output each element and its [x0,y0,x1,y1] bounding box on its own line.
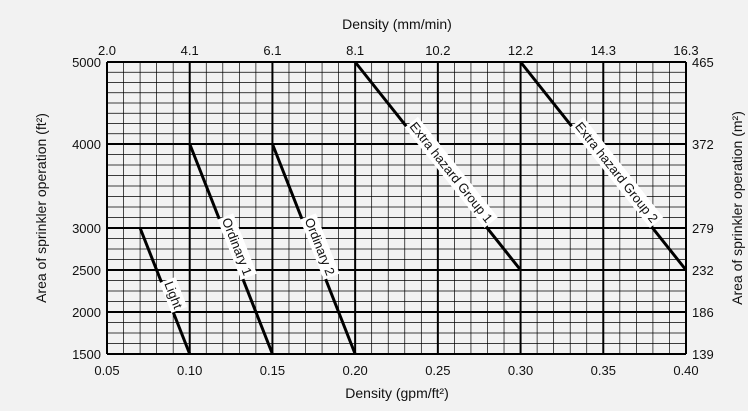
bottom-x-tick-label: 0.35 [591,363,616,378]
top-x-tick-label: 6.1 [263,43,281,58]
right-y-axis-title: Area of sprinkler operation (m²) [729,111,745,305]
bottom-x-tick-label: 0.10 [177,363,202,378]
left-y-tick-labels: 1500 2000 2500 3000 4000 5000 [72,55,101,362]
left-y-tick-label: 4000 [72,137,101,152]
bottom-x-axis-title: Density (gpm/ft²) [345,385,448,401]
top-x-tick-label: 10.2 [425,43,450,58]
bottom-x-tick-labels: 0.05 0.10 0.15 0.20 0.25 0.30 0.35 0.40 [94,363,698,378]
left-y-tick-label: 2000 [72,305,101,320]
bottom-x-tick-label: 0.25 [425,363,450,378]
left-y-tick-label: 1500 [72,347,101,362]
top-x-tick-labels: 2.0 4.1 6.1 8.1 10.2 12.2 14.3 16.3 [98,43,699,58]
top-x-tick-label: 4.1 [181,43,199,58]
bottom-x-tick-label: 0.20 [342,363,367,378]
top-x-tick-label: 16.3 [673,43,698,58]
right-y-tick-label: 372 [692,137,714,152]
left-y-tick-label: 2500 [72,263,101,278]
right-y-tick-labels: 139 186 232 279 372 465 [692,55,714,362]
top-x-tick-label: 12.2 [508,43,533,58]
top-x-axis-title: Density (mm/min) [342,16,452,32]
top-x-tick-label: 8.1 [346,43,364,58]
major-gridlines [106,61,687,355]
bottom-x-tick-label: 0.40 [673,363,698,378]
right-y-tick-label: 279 [692,221,714,236]
top-x-tick-label: 2.0 [98,43,116,58]
right-y-tick-label: 232 [692,263,714,278]
left-y-tick-label: 5000 [72,55,101,70]
bottom-x-tick-label: 0.30 [508,363,533,378]
bottom-x-tick-label: 0.15 [260,363,285,378]
right-y-tick-label: 139 [692,347,714,362]
left-y-tick-label: 3000 [72,221,101,236]
series-label-background [570,116,664,228]
right-y-tick-label: 465 [692,55,714,70]
series-label-background [217,213,257,280]
minor-gridlines [107,62,686,354]
series-label-background [300,213,340,280]
series-label-background [404,116,498,228]
top-x-tick-label: 14.3 [591,43,616,58]
bottom-x-tick-label: 0.05 [94,363,119,378]
right-y-tick-label: 186 [692,305,714,320]
left-y-axis-title: Area of sprinkler operation (ft²) [33,113,49,303]
series-label-background [159,276,188,314]
